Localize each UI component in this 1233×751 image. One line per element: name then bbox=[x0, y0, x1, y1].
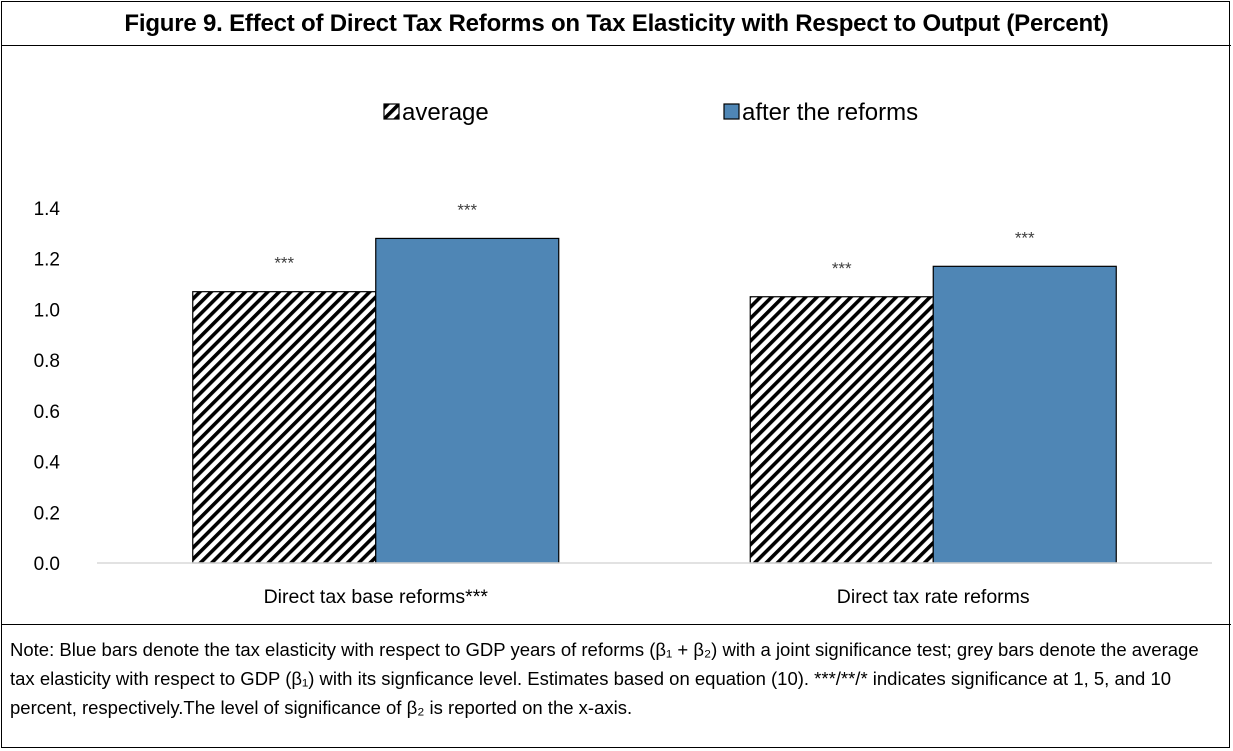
bar-average bbox=[192, 291, 377, 564]
y-tick-label: 0.4 bbox=[34, 453, 61, 474]
legend-swatch-after-reforms bbox=[723, 103, 740, 120]
x-category-label: Direct tax rate reforms bbox=[837, 586, 1030, 608]
y-tick-label: 0.8 bbox=[34, 351, 60, 372]
bar-group: *** *** *** *** bbox=[192, 200, 1117, 564]
y-tick-label: 0.2 bbox=[34, 503, 60, 524]
bar-data-label: *** bbox=[274, 254, 294, 273]
bar-chart: average after the reforms 0.0 0.2 0.4 0.6 0.8… bbox=[34, 99, 1212, 608]
y-tick-label: 1.2 bbox=[34, 250, 60, 271]
figure-title-bar: Figure 9. Effect of Direct Tax Reforms o… bbox=[2, 2, 1231, 46]
figure-title: Figure 9. Effect of Direct Tax Reforms o… bbox=[124, 9, 1109, 37]
chart-area: average after the reforms 0.0 0.2 0.4 0.6 0.8… bbox=[2, 46, 1231, 624]
bar-after-reforms bbox=[375, 237, 560, 564]
bar-data-label: *** bbox=[1015, 228, 1035, 247]
legend-label: average bbox=[402, 99, 489, 126]
x-axis: Direct tax base reforms*** Direct tax rat… bbox=[97, 562, 1212, 608]
y-tick-label: 0.6 bbox=[34, 402, 60, 423]
chart-legend: average after the reforms bbox=[383, 99, 918, 126]
y-tick-label: 1.4 bbox=[34, 199, 61, 220]
y-tick-label: 1.0 bbox=[34, 300, 60, 321]
legend-swatch-average bbox=[383, 103, 400, 120]
bar-after-reforms bbox=[932, 265, 1117, 564]
y-tick-label: 0.0 bbox=[34, 554, 60, 575]
figure-note: Note: Blue bars denote the tax elasticit… bbox=[2, 624, 1231, 749]
x-category-label: Direct tax base reforms*** bbox=[264, 586, 489, 608]
figure-note-text: Note: Blue bars denote the tax elasticit… bbox=[10, 639, 1204, 718]
bar-average bbox=[749, 296, 934, 564]
bar-data-label: *** bbox=[832, 259, 852, 278]
y-axis: 0.0 0.2 0.4 0.6 0.8 1.0 1.2 1.4 bbox=[34, 199, 61, 575]
bar-data-label: *** bbox=[457, 200, 477, 219]
legend-label: after the reforms bbox=[742, 99, 918, 126]
